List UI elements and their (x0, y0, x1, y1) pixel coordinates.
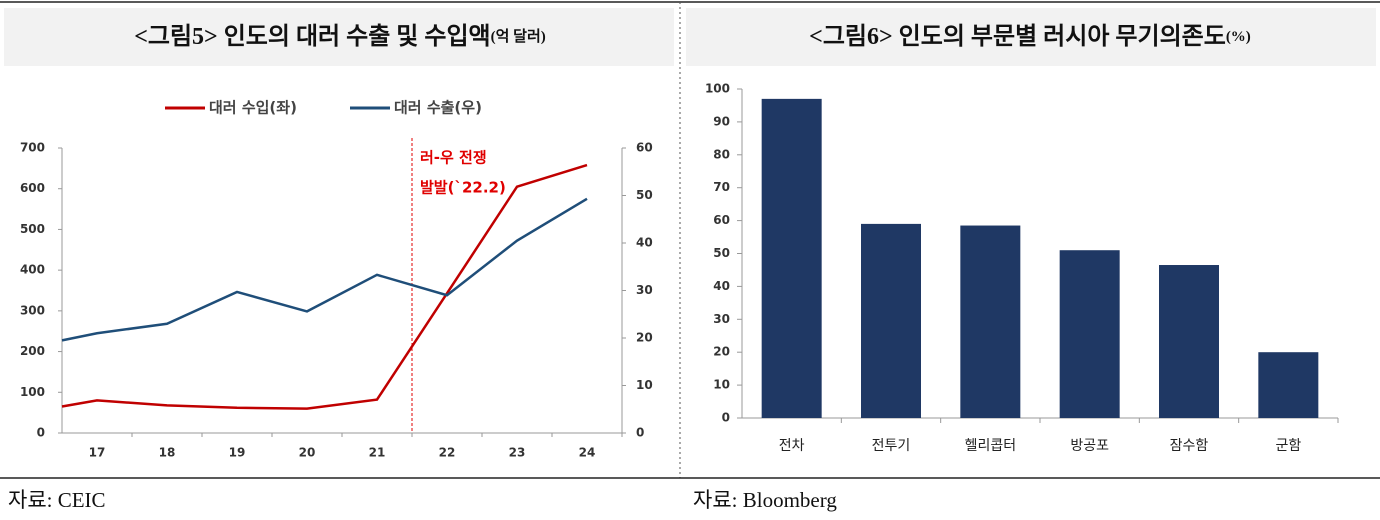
y2-tick-label: 40 (636, 236, 653, 250)
bar (1059, 250, 1120, 418)
bar (960, 225, 1021, 418)
title-unit: (%) (1226, 29, 1251, 45)
x-tick-label: 방공포 (1070, 438, 1109, 454)
bar (861, 223, 921, 418)
y-tick-label: 0 (37, 426, 45, 440)
y-tick-label: 100 (705, 82, 730, 96)
bar (1159, 265, 1219, 418)
title-unit: (억 달러) (491, 27, 546, 45)
x-tick-label: 24 (579, 446, 596, 460)
y-tick-label: 10 (713, 378, 730, 392)
event-label: 발발(`22.2) (420, 179, 506, 197)
x-tick-label: 22 (439, 446, 456, 460)
event-label: 러-우 전쟁 (420, 149, 487, 167)
x-tick-label: 잠수함 (1170, 438, 1209, 454)
y2-tick-label: 50 (636, 188, 653, 202)
y2-tick-label: 60 (636, 141, 653, 155)
y-tick-label: 60 (713, 213, 730, 227)
y-tick-label: 700 (20, 141, 45, 155)
y2-tick-label: 20 (636, 331, 653, 345)
source: 자료: CEIC (8, 488, 106, 512)
x-tick-label: 20 (299, 446, 316, 460)
x-tick-label: 군함 (1275, 438, 1301, 454)
series-line (61, 163, 588, 410)
title-band (686, 8, 1376, 66)
chart-title: <그림6> 인도의 부문별 러시아 무기의존도(%) (809, 23, 1251, 50)
y2-tick-label: 0 (636, 426, 644, 440)
x-tick-label: 21 (369, 446, 386, 460)
y-tick-label: 90 (713, 114, 730, 128)
y-tick-label: 0 (722, 411, 730, 425)
bar (1258, 352, 1319, 418)
bar (761, 98, 822, 419)
y2-tick-label: 10 (636, 378, 653, 392)
x-tick-label: 헬리콥터 (965, 438, 1017, 454)
y-tick-label: 40 (713, 279, 730, 293)
title-main: <그림5> 인도의 대러 수출 및 수입액 (134, 23, 490, 50)
series-line (61, 197, 588, 342)
legend-label: 대러 수출(우) (394, 99, 482, 117)
y-tick-label: 100 (20, 385, 45, 399)
x-tick-label: 23 (509, 446, 526, 460)
y-tick-label: 200 (20, 344, 45, 358)
y-tick-label: 80 (713, 147, 730, 161)
y-tick-label: 20 (713, 345, 730, 359)
source: 자료: Bloomberg (693, 488, 837, 512)
x-tick-label: 19 (229, 446, 246, 460)
title-band (4, 8, 674, 66)
y-tick-label: 70 (713, 180, 730, 194)
x-tick-label: 17 (89, 446, 106, 460)
y-tick-label: 50 (713, 246, 730, 260)
x-tick-label: 전투기 (872, 438, 911, 454)
chart-title: <그림5> 인도의 대러 수출 및 수입액(억 달러) (134, 23, 546, 50)
y-tick-label: 600 (20, 181, 45, 195)
x-tick-label: 18 (159, 446, 176, 460)
y-tick-label: 400 (20, 263, 45, 277)
legend-label: 대러 수입(좌) (209, 99, 297, 117)
y2-tick-label: 30 (636, 283, 653, 297)
y-tick-label: 500 (20, 222, 45, 236)
x-tick-label: 전차 (779, 438, 805, 454)
title-main: <그림6> 인도의 부문별 러시아 무기의존도 (809, 23, 1226, 50)
y-tick-label: 300 (20, 303, 45, 317)
y-tick-label: 30 (713, 312, 730, 326)
